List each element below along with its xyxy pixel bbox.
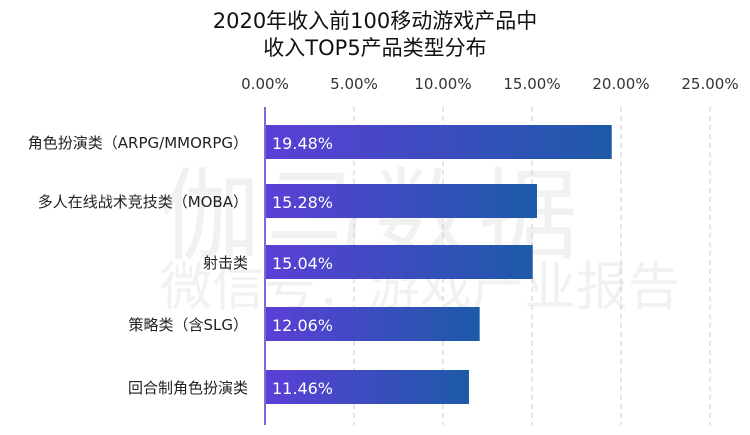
category-label: 角色扮演类（ARPG/MMORPG）: [28, 134, 248, 152]
category-label: 射击类: [203, 254, 248, 272]
category-label: 回合制角色扮演类: [128, 379, 248, 397]
bar: [266, 307, 480, 341]
bar: [266, 245, 533, 279]
category-label: 多人在线战术竞技类（MOBA）: [38, 193, 248, 211]
chart-title: 2020年收入前100移动游戏产品中: [212, 9, 538, 33]
x-tick-label: 0.00%: [241, 75, 289, 93]
chart-subtitle: 收入TOP5产品类型分布: [263, 36, 487, 60]
data-label: 15.28%: [272, 193, 333, 212]
x-tick-label: 25.00%: [681, 75, 738, 93]
category-label: 策略类（含SLG）: [128, 316, 248, 334]
x-tick-label: 15.00%: [503, 75, 560, 93]
bar: [266, 370, 469, 404]
x-tick-label: 5.00%: [330, 75, 378, 93]
data-label: 19.48%: [272, 134, 333, 153]
x-tick-label: 10.00%: [414, 75, 471, 93]
data-label: 12.06%: [272, 316, 333, 335]
x-tick-label: 20.00%: [592, 75, 649, 93]
data-label: 11.46%: [272, 379, 333, 398]
bar: [266, 125, 612, 159]
data-label: 15.04%: [272, 254, 333, 273]
bar: [266, 184, 537, 218]
